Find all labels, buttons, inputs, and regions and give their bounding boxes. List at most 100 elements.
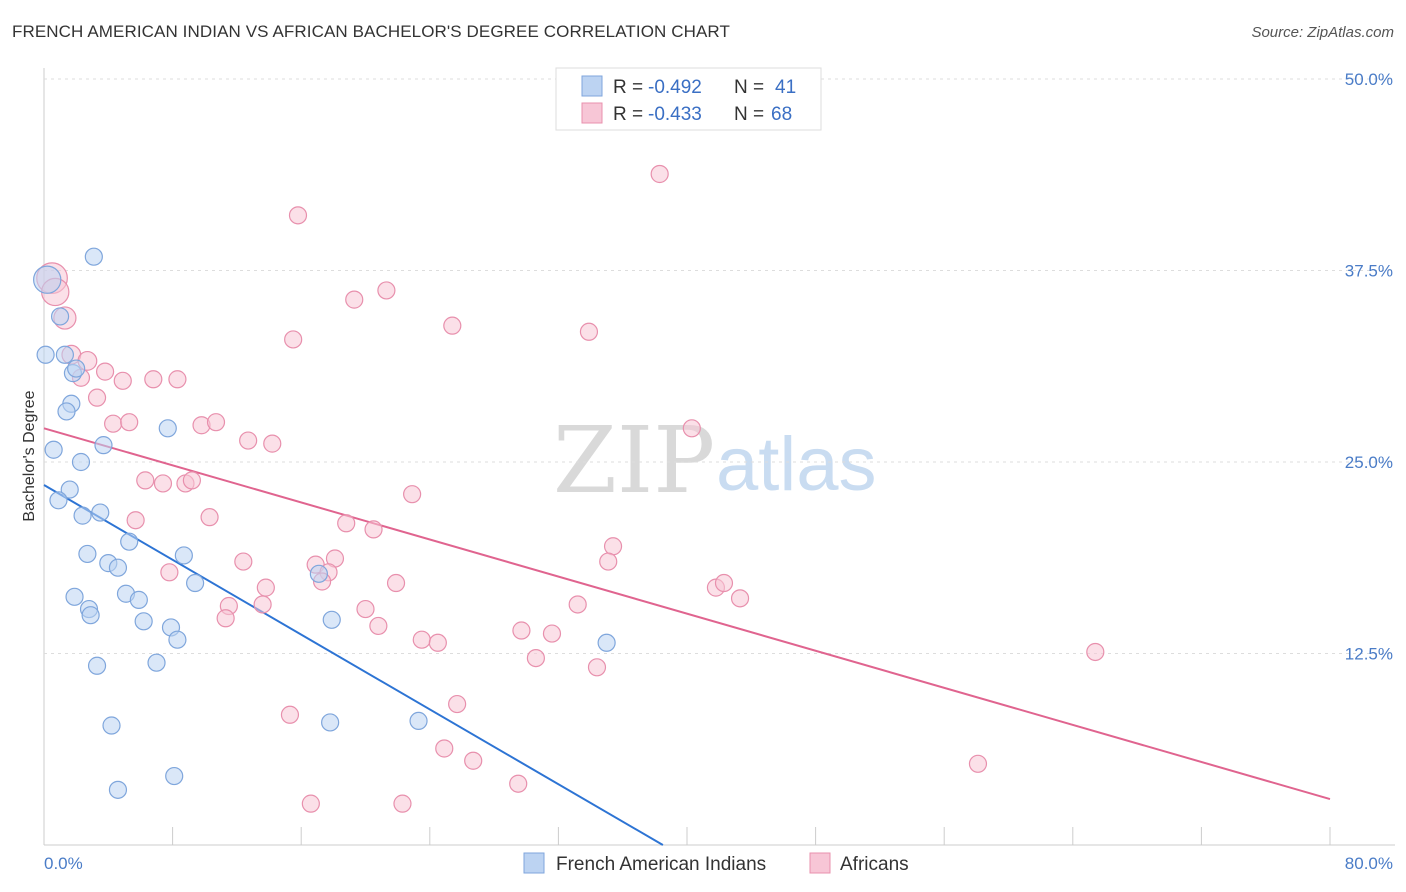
x-tick-label-max: 80.0% [1345, 854, 1393, 873]
gridlines [44, 78, 1395, 654]
point-french-american-indians [49, 491, 68, 510]
point-french-american-indians [309, 564, 328, 583]
point-africans [599, 552, 618, 571]
legend-n-label-1: N = [734, 77, 764, 98]
point-africans [730, 589, 750, 608]
point-africans [356, 599, 375, 619]
point-french-american-indians [102, 716, 121, 735]
point-french-american-indians [165, 766, 184, 786]
chart-title: FRENCH AMERICAN INDIAN VS AFRICAN BACHEL… [12, 22, 730, 41]
point-africans [301, 794, 320, 813]
point-africans [200, 508, 219, 527]
y-tick-label: 50.0% [1345, 70, 1393, 89]
source-note: Source: ZipAtlas.com [1251, 24, 1394, 41]
point-africans [280, 705, 300, 724]
point-africans [206, 413, 226, 432]
point-africans [464, 751, 483, 770]
point-french-american-indians [321, 713, 340, 732]
point-french-american-indians [78, 544, 97, 564]
point-french-american-indians [597, 633, 616, 652]
point-africans [603, 537, 623, 556]
data-points [33, 164, 1105, 813]
point-africans [682, 419, 701, 438]
watermark-atlas: atlas [716, 422, 877, 507]
point-africans [234, 552, 253, 571]
point-french-american-indians [168, 630, 187, 649]
point-africans [284, 330, 303, 349]
legend-n-value-2: 68 [771, 104, 792, 125]
point-french-american-indians [108, 558, 128, 577]
point-africans [153, 474, 173, 493]
series-legend: French American Indians Africans [523, 852, 909, 875]
point-africans [87, 388, 107, 407]
point-french-american-indians [73, 506, 92, 525]
point-africans [968, 754, 988, 773]
point-africans [579, 322, 599, 341]
point-french-american-indians [91, 503, 110, 522]
point-africans [256, 578, 275, 597]
point-french-american-indians [44, 440, 63, 459]
point-africans [542, 624, 562, 643]
legend-r-label-2: R = [613, 104, 643, 125]
y-axis-label: Bachelor's Degree [21, 390, 38, 521]
point-africans [568, 595, 587, 614]
point-africans [345, 290, 364, 309]
point-africans [509, 774, 528, 793]
trend-line [43, 484, 664, 846]
series-label-french-american-indians: French American Indians [556, 854, 766, 875]
point-africans [377, 281, 396, 300]
series-swatch-pink [809, 852, 831, 874]
point-africans [253, 595, 272, 614]
point-french-american-indians [60, 480, 79, 499]
point-french-american-indians [94, 436, 113, 455]
point-africans [443, 316, 462, 335]
point-french-american-indians [158, 419, 177, 438]
point-africans [126, 511, 145, 530]
point-french-american-indians [71, 452, 91, 472]
point-africans [239, 431, 258, 450]
y-tick-label: 25.0% [1345, 453, 1393, 472]
point-french-american-indians [174, 546, 193, 565]
point-africans [263, 434, 282, 453]
point-french-american-indians [55, 345, 74, 364]
point-africans [216, 609, 235, 628]
point-french-american-indians [33, 265, 62, 294]
point-french-american-indians [322, 610, 341, 629]
point-africans [364, 520, 383, 539]
point-french-american-indians [57, 402, 76, 421]
point-french-american-indians [186, 573, 205, 593]
point-africans [288, 206, 308, 225]
series-swatch-blue [523, 852, 545, 874]
point-africans [120, 413, 139, 432]
trend-line [43, 427, 1331, 801]
point-africans [526, 648, 545, 668]
point-africans [136, 471, 155, 490]
point-africans [337, 514, 356, 533]
point-africans [403, 485, 422, 504]
point-africans [587, 658, 607, 677]
point-africans [369, 616, 388, 636]
point-french-american-indians [120, 532, 139, 551]
point-africans [113, 371, 132, 390]
y-tick-labels: 12.5% 25.0% 37.5% 50.0% [1345, 70, 1393, 664]
point-africans [714, 573, 734, 593]
legend-r-value-2: -0.433 [648, 104, 702, 125]
point-french-american-indians [134, 612, 153, 631]
point-french-american-indians [129, 590, 148, 609]
point-french-american-indians [67, 359, 86, 378]
legend-n-label-2: N = [734, 104, 764, 125]
y-tick-label: 37.5% [1345, 262, 1393, 281]
point-africans [428, 633, 447, 652]
point-africans [412, 630, 431, 649]
x-ticks [43, 827, 1331, 845]
point-africans [144, 370, 163, 389]
point-french-american-indians [81, 606, 100, 625]
point-africans [650, 164, 669, 184]
point-french-american-indians [36, 345, 55, 364]
point-africans [168, 370, 187, 389]
legend-swatch-blue [581, 75, 603, 97]
point-africans [435, 739, 454, 758]
point-french-american-indians [147, 653, 166, 672]
series-label-africans: Africans [840, 854, 909, 875]
